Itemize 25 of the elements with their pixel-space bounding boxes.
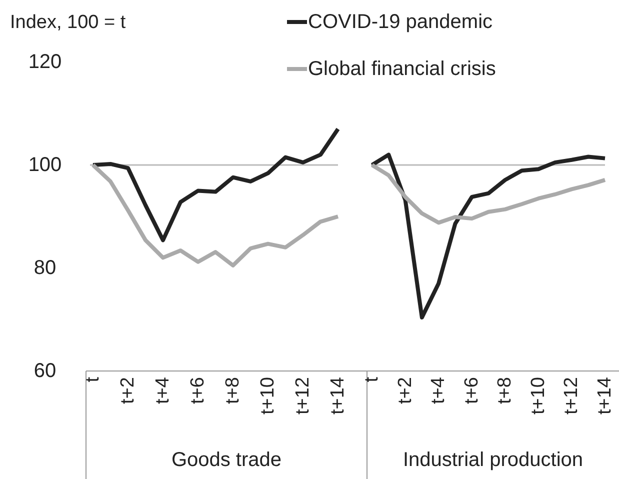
x-axis-title: Goods trade: [171, 449, 282, 471]
x-tick-label: t+8: [222, 377, 244, 404]
x-tick-label: t: [362, 376, 382, 382]
y-tick-label: 80: [34, 257, 56, 279]
x-axis-title: Industrial production: [402, 449, 584, 471]
legend-label: Global financial crisis: [308, 58, 496, 80]
x-tick-label: t+14: [594, 376, 616, 415]
x-tick-label: t+10: [258, 377, 278, 415]
x-tick-label: t+6: [188, 377, 208, 404]
x-tick-label: t+8: [494, 377, 516, 404]
x-tick-label: t+6: [461, 377, 482, 404]
x-tick-label: t+10: [528, 377, 549, 415]
x-tick-label: t+4: [152, 376, 174, 404]
y-tick-label: 60: [34, 360, 56, 382]
y-tick-label: 120: [28, 51, 62, 73]
x-tick-label: t+14: [328, 376, 348, 415]
y-tick-label: 100: [28, 154, 62, 176]
x-tick-label: t+2: [118, 377, 138, 404]
x-tick-label: t: [82, 376, 104, 382]
x-tick-label: t+12: [561, 377, 582, 415]
x-tick-label: t+4: [428, 376, 450, 404]
x-tick-label: t+2: [394, 377, 416, 404]
legend-label: COVID-19 pandemic: [308, 11, 493, 33]
x-tick-label: t+12: [292, 377, 314, 415]
y-axis-title: Index, 100 = t: [10, 12, 126, 33]
